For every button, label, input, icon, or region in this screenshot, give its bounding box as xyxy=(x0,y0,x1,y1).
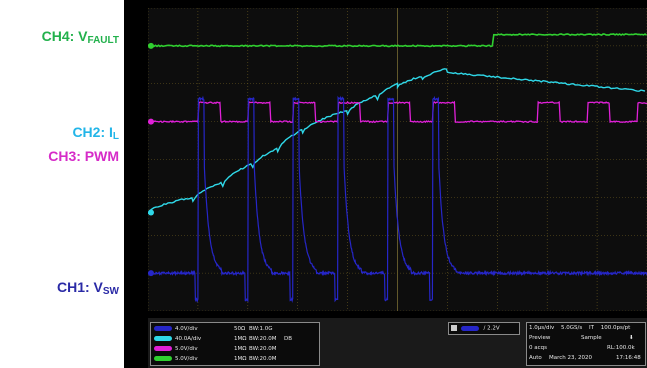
timebase: 1.0µs/div xyxy=(529,325,554,331)
single-arrow-icon: ⬇ xyxy=(629,335,634,341)
ch4-label: CH4: VFAULT xyxy=(42,28,119,46)
record-length: RL:100.0k xyxy=(607,345,635,351)
acquisition-panel[interactable]: 1.0µs/div 5.0GS/s IT 100.0ps/pt Preview … xyxy=(526,322,646,366)
interval: 100.0ps/pt xyxy=(601,325,631,331)
date: March 23, 2020 xyxy=(549,355,592,361)
time: 17:16:48 xyxy=(616,355,641,361)
run-mode: Auto xyxy=(529,355,542,361)
ch4-ground-marker xyxy=(148,43,154,49)
trigger-level: 2.2V xyxy=(487,326,500,332)
ch4-scale-badge xyxy=(154,356,172,361)
channel-row-2[interactable]: 40.0A/div 1MΩ BW:20.0M DB xyxy=(154,336,201,342)
trigger-source-badge xyxy=(461,326,479,331)
channel-row-4[interactable]: 5.0V/div 1MΩ BW:20.0M xyxy=(154,356,198,362)
channel-row-1[interactable]: 4.0V/div 50Ω BW:1.0G xyxy=(154,326,198,332)
sample-mode: Sample xyxy=(581,335,602,341)
trigger-panel[interactable]: ∕ 2.2V xyxy=(448,322,520,335)
ch1-label: CH1: VSW xyxy=(57,279,119,297)
ch3-ground-marker xyxy=(148,119,154,125)
ch2-scale-badge xyxy=(154,336,172,341)
acq-count: 0 acqs xyxy=(529,345,547,351)
ch2-label: CH2: IL xyxy=(72,124,119,142)
channel-row-3[interactable]: 5.0V/div 1MΩ BW:20.0M xyxy=(154,346,198,352)
ch3-scale-badge xyxy=(154,346,172,351)
sample-rate: 5.0GS/s xyxy=(561,325,582,331)
waveform-screen xyxy=(148,8,647,311)
interval-label: IT xyxy=(589,325,594,331)
status-bar: 4.0V/div 50Ω BW:1.0G 40.0A/div 1MΩ BW:20… xyxy=(148,318,647,368)
ch3-label: CH3: PWM xyxy=(48,148,119,164)
ch1-scale-badge xyxy=(154,326,172,331)
ch1-ground-marker xyxy=(148,270,154,276)
rising-edge-icon: ∕ xyxy=(484,326,486,332)
preview-mode: Preview xyxy=(529,335,550,341)
ch2-ground-marker xyxy=(148,210,154,216)
trigger-icon xyxy=(451,325,457,331)
channel-settings-panel: 4.0V/div 50Ω BW:1.0G 40.0A/div 1MΩ BW:20… xyxy=(150,322,320,366)
